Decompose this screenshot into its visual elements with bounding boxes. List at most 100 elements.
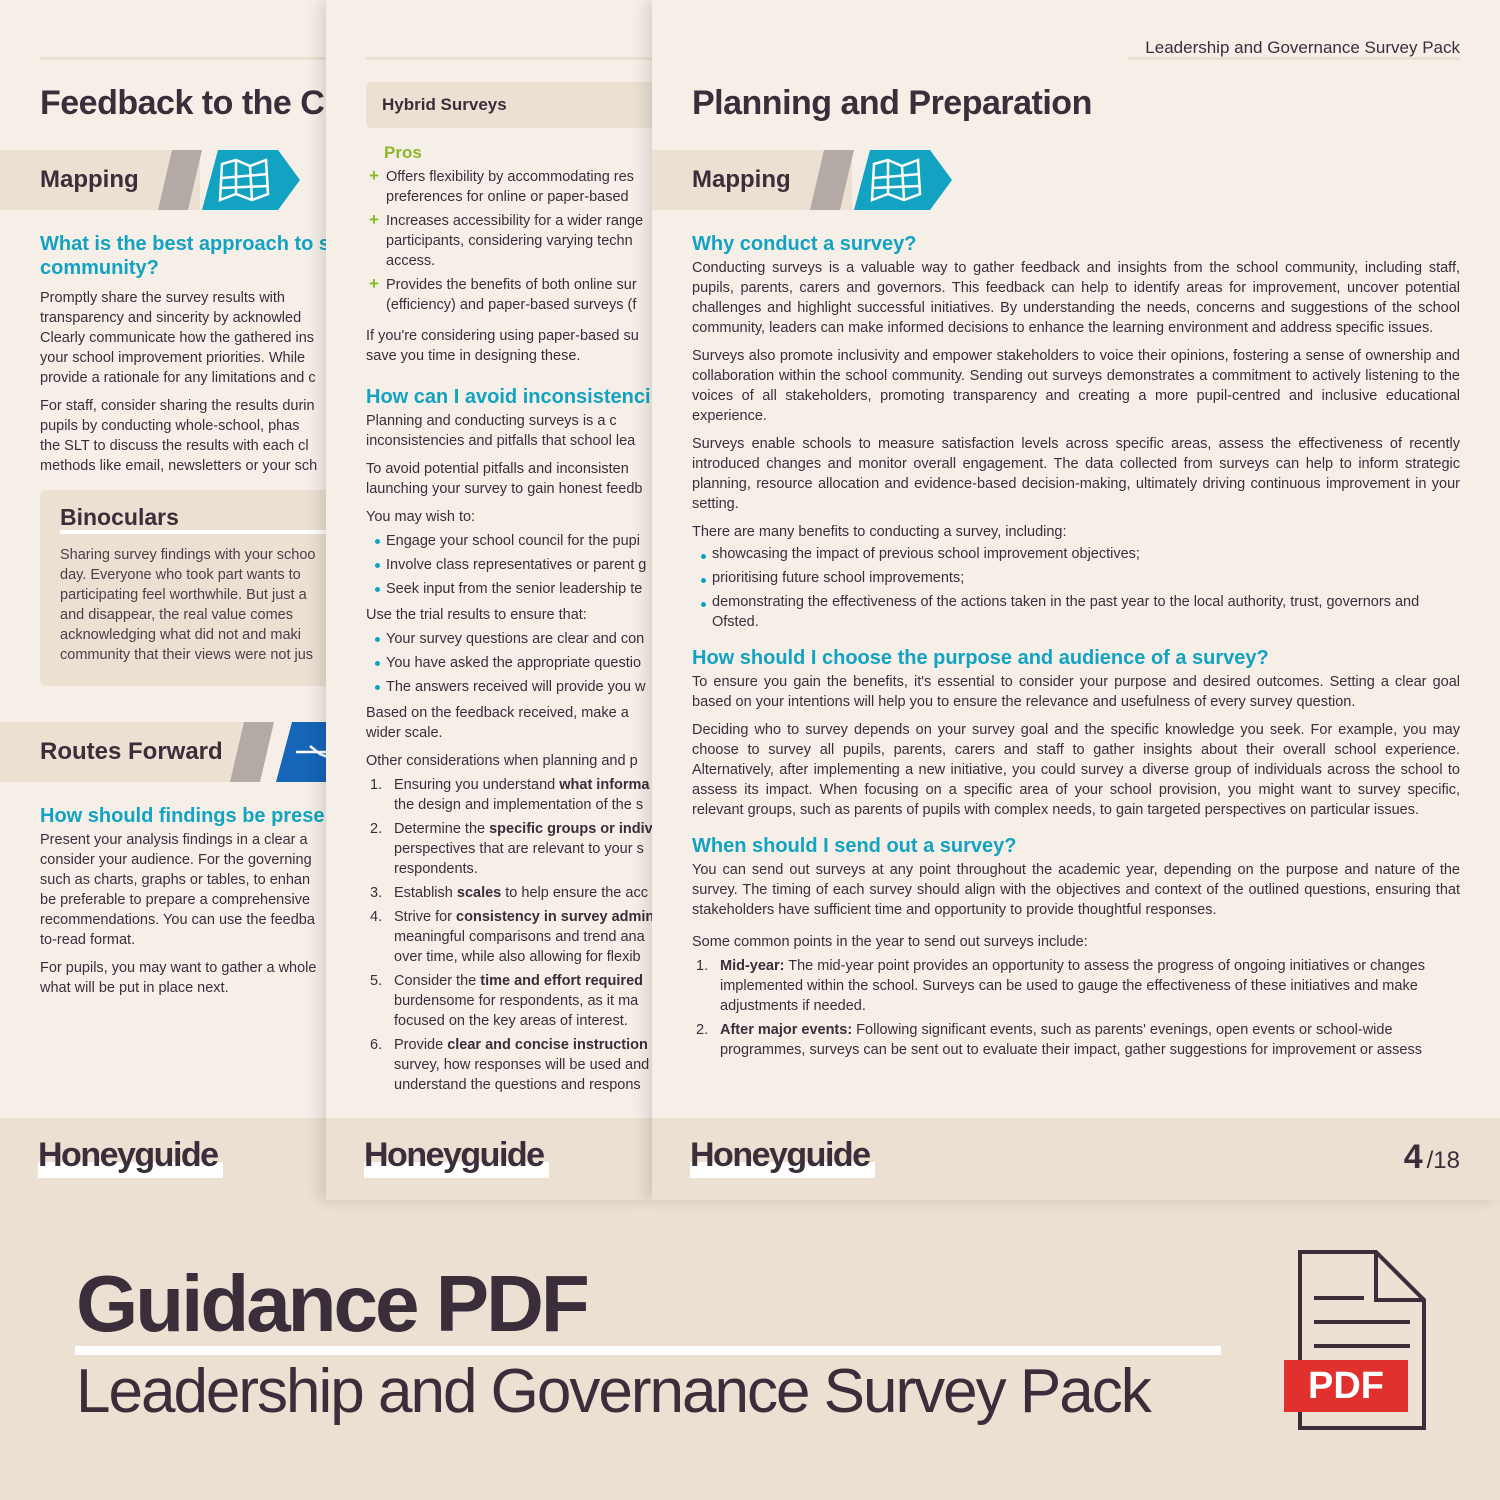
text-line: meaningful comparisons and trend ana: [394, 929, 645, 945]
running-header: Leadership and Governance Survey Pack: [1145, 38, 1460, 57]
plus-icon: +: [369, 210, 379, 229]
pdf-file-icon: PDF: [1284, 1250, 1434, 1435]
paragraph: Surveys enable schools to measure satisf…: [692, 436, 1460, 512]
bullet-item: You have asked the appropriate questio: [366, 651, 652, 675]
text-line: Other considerations when planning and p: [366, 753, 638, 769]
bullet-item: Seek input from the senior leadership te: [366, 577, 652, 601]
page-footer: Honeyguide: [0, 1118, 326, 1200]
text-line: pupils by conducting whole-school, phas: [40, 418, 300, 434]
content-flow: How should findings be prese Present you…: [40, 804, 324, 1006]
paragraph: There are many benefits to conducting a …: [692, 524, 1067, 540]
banner-label: Routes Forward: [40, 738, 223, 765]
text-line: Promptly share the survey results with: [40, 290, 285, 306]
header-rule: [40, 57, 326, 60]
page-preview-middle: Hybrid Surveys Pros + Offers flexibility …: [326, 0, 652, 1200]
text: Establish: [394, 885, 457, 901]
promo-rule: [75, 1346, 1221, 1355]
map-icon: [158, 150, 300, 210]
item-number: 6.: [370, 1037, 383, 1053]
paragraph: To ensure you gain the benefits, it's es…: [692, 674, 1460, 710]
text-line: Provides the benefits of both online sur: [386, 277, 637, 293]
text-line: (efficiency) and paper-based surveys (f: [386, 297, 637, 313]
heading-line: community?: [40, 257, 159, 279]
text-line: preferences for online or paper-based: [386, 189, 629, 205]
bold-text: Mid-year:: [720, 958, 785, 974]
text-line: burdensome for respondents, as it ma: [394, 993, 639, 1009]
text-line: Present your analysis findings in a clea…: [40, 832, 308, 848]
binoculars-callout: Binoculars Sharing survey findings with …: [40, 490, 326, 686]
text-line: Provide clear and concise instruction: [394, 1035, 652, 1055]
text-line: respondents.: [394, 861, 478, 877]
plus-icon: +: [369, 274, 379, 293]
promo-title: Guidance PDF: [76, 1259, 590, 1348]
section-banner-mapping: Mapping: [652, 150, 972, 210]
plus-icon: +: [369, 166, 379, 185]
paragraph: Some common points in the year to send o…: [692, 934, 1088, 950]
text-line: For pupils, you may want to gather a who…: [40, 960, 317, 976]
numbered-item: 2. Determine the specific groups or indiv…: [366, 819, 652, 879]
pros-item: + Provides the benefits of both online su…: [366, 274, 652, 315]
text-line: You may wish to:: [366, 509, 476, 525]
text-line: be preferable to prepare a comprehensive: [40, 892, 311, 908]
banner-label: Mapping: [692, 166, 791, 193]
section-banner-routes-forward: Routes Forward: [0, 722, 326, 782]
text-line: Use the trial results to ensure that:: [366, 607, 587, 623]
text-line: what will be put in place next.: [40, 980, 229, 996]
text-line: participating feel worthwhile. But just …: [60, 587, 307, 603]
bold-text: clear and concise instruction: [447, 1037, 648, 1053]
text-line: the SLT to discuss the results with each…: [40, 438, 309, 454]
header-rule: [366, 57, 652, 60]
section-banner-mapping: Mapping: [0, 150, 320, 210]
text-line: your school improvement priorities. Whil…: [40, 350, 306, 366]
text-line: launching your survey to gain honest fee…: [366, 481, 643, 497]
numbered-item: 2. After major events: Following signific…: [692, 1020, 1460, 1060]
text-line: perspectives that are relevant to your s: [394, 841, 644, 857]
text-line: Clearly communicate how the gathered ins: [40, 330, 315, 346]
section-heading: How should I choose the purpose and audi…: [692, 647, 1269, 669]
numbered-item: 1. Ensuring you understand what informa th…: [366, 775, 652, 815]
text-line: Sharing survey findings with your schoo: [60, 547, 316, 563]
section-heading: When should I send out a survey?: [692, 835, 1017, 857]
honeyguide-logo: Honeyguide: [364, 1136, 549, 1180]
text-line: Consider the time and effort required: [394, 971, 652, 991]
section-heading: How can I avoid inconsistenci: [366, 386, 651, 408]
callout-title: Binoculars: [60, 504, 179, 530]
page-title: Feedback to the C: [40, 84, 325, 122]
pros-label: Pros: [384, 143, 422, 162]
box-title: Hybrid Surveys: [382, 95, 507, 114]
text: Determine the: [394, 821, 490, 837]
bullet-item: Your survey questions are clear and con: [366, 627, 652, 651]
page-footer: Honeyguide 4/18: [652, 1118, 1500, 1200]
text-line: Determine the specific groups or indiv: [394, 819, 652, 839]
text-line: provide a rationale for any limitations …: [40, 370, 316, 386]
item-text: Mid-year: The mid-year point provides an…: [720, 956, 1460, 1016]
item-number: 3.: [370, 885, 383, 901]
item-number: 2.: [696, 1022, 709, 1038]
text-line: save you time in designing these.: [366, 348, 581, 364]
page-footer: Honeyguide: [326, 1118, 652, 1200]
text-line: participants, considering varying techn: [386, 233, 633, 249]
bold-text: consistency in survey admin: [456, 909, 652, 925]
text-line: acknowledging what did not and maki: [60, 627, 302, 643]
text: to help ensure the acc: [501, 885, 648, 901]
page-number: 4/18: [1403, 1138, 1460, 1176]
text-line: Strive for consistency in survey admin: [394, 907, 652, 927]
heading-line: How should findings be prese: [40, 805, 325, 827]
bold-text: scales: [456, 885, 502, 901]
text-line: Based on the feedback received, make a: [366, 705, 629, 721]
item-number: 4.: [370, 909, 383, 925]
paragraph: You can send out surveys at any point th…: [692, 862, 1460, 918]
text-line: and disappear, the real value comes: [60, 607, 293, 623]
numbered-item: 6. Provide clear and concise instruction s…: [366, 1035, 652, 1095]
bullet-item: prioritising future school improvements;: [692, 568, 1460, 588]
text-line: methods like email, newsletters or your …: [40, 458, 318, 474]
text-line: such as charts, graphs or tables, to enh…: [40, 872, 311, 888]
item-number: 1.: [370, 777, 383, 793]
text-line: consider your audience. For the governin…: [40, 852, 312, 868]
honeyguide-logo: Honeyguide: [38, 1136, 223, 1180]
text: Following significant events, such as pa…: [720, 1022, 1422, 1058]
item-number: 1.: [696, 958, 709, 974]
bold-text: specific groups or indiv: [489, 821, 652, 837]
text-line: to-read format.: [40, 932, 136, 948]
hybrid-surveys-box: Hybrid Surveys: [366, 82, 652, 128]
